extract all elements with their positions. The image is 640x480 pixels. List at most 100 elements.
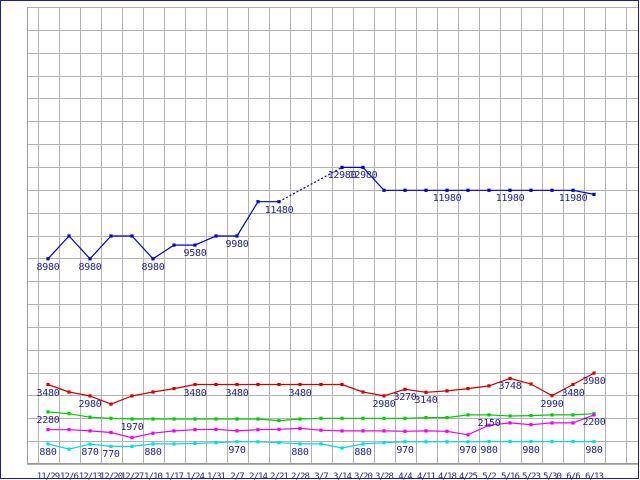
data-point-green — [235, 417, 239, 421]
data-point-cyan — [508, 440, 512, 444]
data-label-green: 2200 — [582, 416, 606, 428]
data-point-red — [445, 389, 449, 393]
data-point-blue — [277, 200, 281, 204]
data-point-magenta — [466, 433, 470, 437]
gridline-vertical — [79, 7, 81, 464]
gridline-horizontal — [27, 464, 638, 465]
gridline-vertical — [247, 7, 249, 464]
data-point-green — [340, 416, 344, 420]
gridline-vertical — [289, 7, 291, 464]
data-point-red — [340, 382, 344, 387]
data-point-green — [319, 416, 323, 420]
data-point-blue — [256, 200, 260, 204]
data-point-green — [529, 414, 533, 418]
data-point-green — [571, 413, 575, 417]
data-point-cyan — [235, 440, 239, 444]
data-point-magenta — [172, 429, 176, 433]
data-label-blue: 9980 — [225, 239, 249, 250]
data-point-green — [445, 416, 449, 420]
data-point-green — [130, 417, 134, 421]
gridline-vertical — [604, 7, 606, 464]
gridline-vertical — [100, 7, 102, 464]
data-label-cyan: 870 — [81, 447, 99, 459]
gridline-vertical — [541, 7, 543, 464]
data-point-green — [67, 412, 71, 416]
data-point-red — [109, 402, 113, 406]
data-point-cyan — [151, 442, 155, 446]
data-label-cyan: 880 — [39, 446, 57, 458]
data-point-magenta — [550, 421, 554, 425]
gridline-horizontal — [27, 98, 638, 100]
data-point-red — [424, 390, 428, 394]
data-label-cyan: 980 — [480, 444, 498, 456]
data-label-red: 3480 — [561, 387, 585, 399]
data-point-green — [424, 416, 428, 420]
gridline-horizontal — [27, 144, 638, 146]
gridline-vertical — [436, 7, 438, 464]
data-label-blue: 8980 — [141, 261, 165, 273]
x-axis-tick-label: 4/4 — [398, 472, 412, 480]
data-point-blue — [382, 188, 386, 192]
x-axis-tick-label: 1/24 — [185, 472, 205, 480]
gridline-vertical — [58, 7, 60, 464]
data-label-red: 3270 — [393, 392, 417, 404]
data-point-cyan — [46, 442, 50, 446]
data-point-cyan — [550, 440, 554, 444]
gridline-horizontal — [27, 349, 638, 351]
data-label-blue: 12980 — [348, 170, 378, 182]
data-point-magenta — [361, 429, 365, 433]
data-label-red: 3980 — [582, 376, 606, 388]
data-point-cyan — [172, 442, 176, 446]
data-point-green — [109, 416, 113, 420]
data-point-red — [592, 371, 596, 375]
gridline-horizontal — [27, 372, 638, 374]
data-point-magenta — [46, 428, 50, 432]
data-label-blue: 8980 — [78, 261, 102, 273]
data-point-blue — [151, 257, 155, 261]
x-axis-tick-label: 12/20 — [99, 472, 123, 480]
data-point-blue — [67, 234, 71, 238]
gridline-horizontal — [27, 7, 638, 8]
data-label-cyan: 770 — [102, 449, 120, 461]
data-point-red — [172, 387, 176, 391]
data-point-cyan — [130, 444, 134, 448]
data-point-magenta — [382, 429, 386, 433]
x-axis-tick-label: 12/27 — [120, 472, 144, 480]
data-point-magenta — [340, 429, 344, 433]
gridline-vertical — [331, 7, 333, 464]
data-point-magenta — [256, 428, 260, 432]
x-axis-tick-label: 5/16 — [500, 472, 520, 480]
data-point-green — [193, 417, 197, 421]
data-point-cyan — [88, 442, 92, 446]
data-point-cyan — [382, 441, 386, 445]
series-lines — [46, 165, 596, 451]
data-point-magenta — [529, 423, 533, 427]
data-label-blue: 11980 — [495, 193, 525, 205]
gridline-vertical — [205, 7, 207, 464]
data-label-cyan: 970 — [459, 444, 477, 456]
data-point-red — [151, 390, 155, 394]
gridline-vertical — [142, 7, 144, 464]
data-point-blue — [46, 257, 50, 261]
data-point-red — [298, 382, 302, 387]
x-axis-tick-label: 4/18 — [437, 472, 457, 480]
data-point-red — [130, 394, 134, 398]
x-axis-tick-label: 1/31 — [206, 472, 226, 480]
data-label-cyan: 970 — [228, 444, 246, 456]
data-point-green — [256, 417, 260, 421]
gridline-horizontal — [27, 121, 638, 123]
data-point-cyan — [466, 440, 470, 444]
data-point-blue — [529, 188, 533, 192]
data-point-magenta — [487, 423, 491, 427]
data-point-cyan — [67, 447, 71, 451]
y-axis-labels: 0100020003000400050006000700080009000100… — [0, 3, 24, 469]
gridline-vertical — [394, 7, 396, 464]
data-label-green: 1970 — [120, 422, 144, 433]
data-point-cyan — [277, 441, 281, 445]
gridline-vertical — [163, 7, 165, 464]
gridline-vertical — [478, 7, 480, 464]
data-label-cyan: 880 — [291, 446, 309, 458]
data-point-red — [88, 394, 92, 398]
data-point-magenta — [67, 428, 71, 432]
